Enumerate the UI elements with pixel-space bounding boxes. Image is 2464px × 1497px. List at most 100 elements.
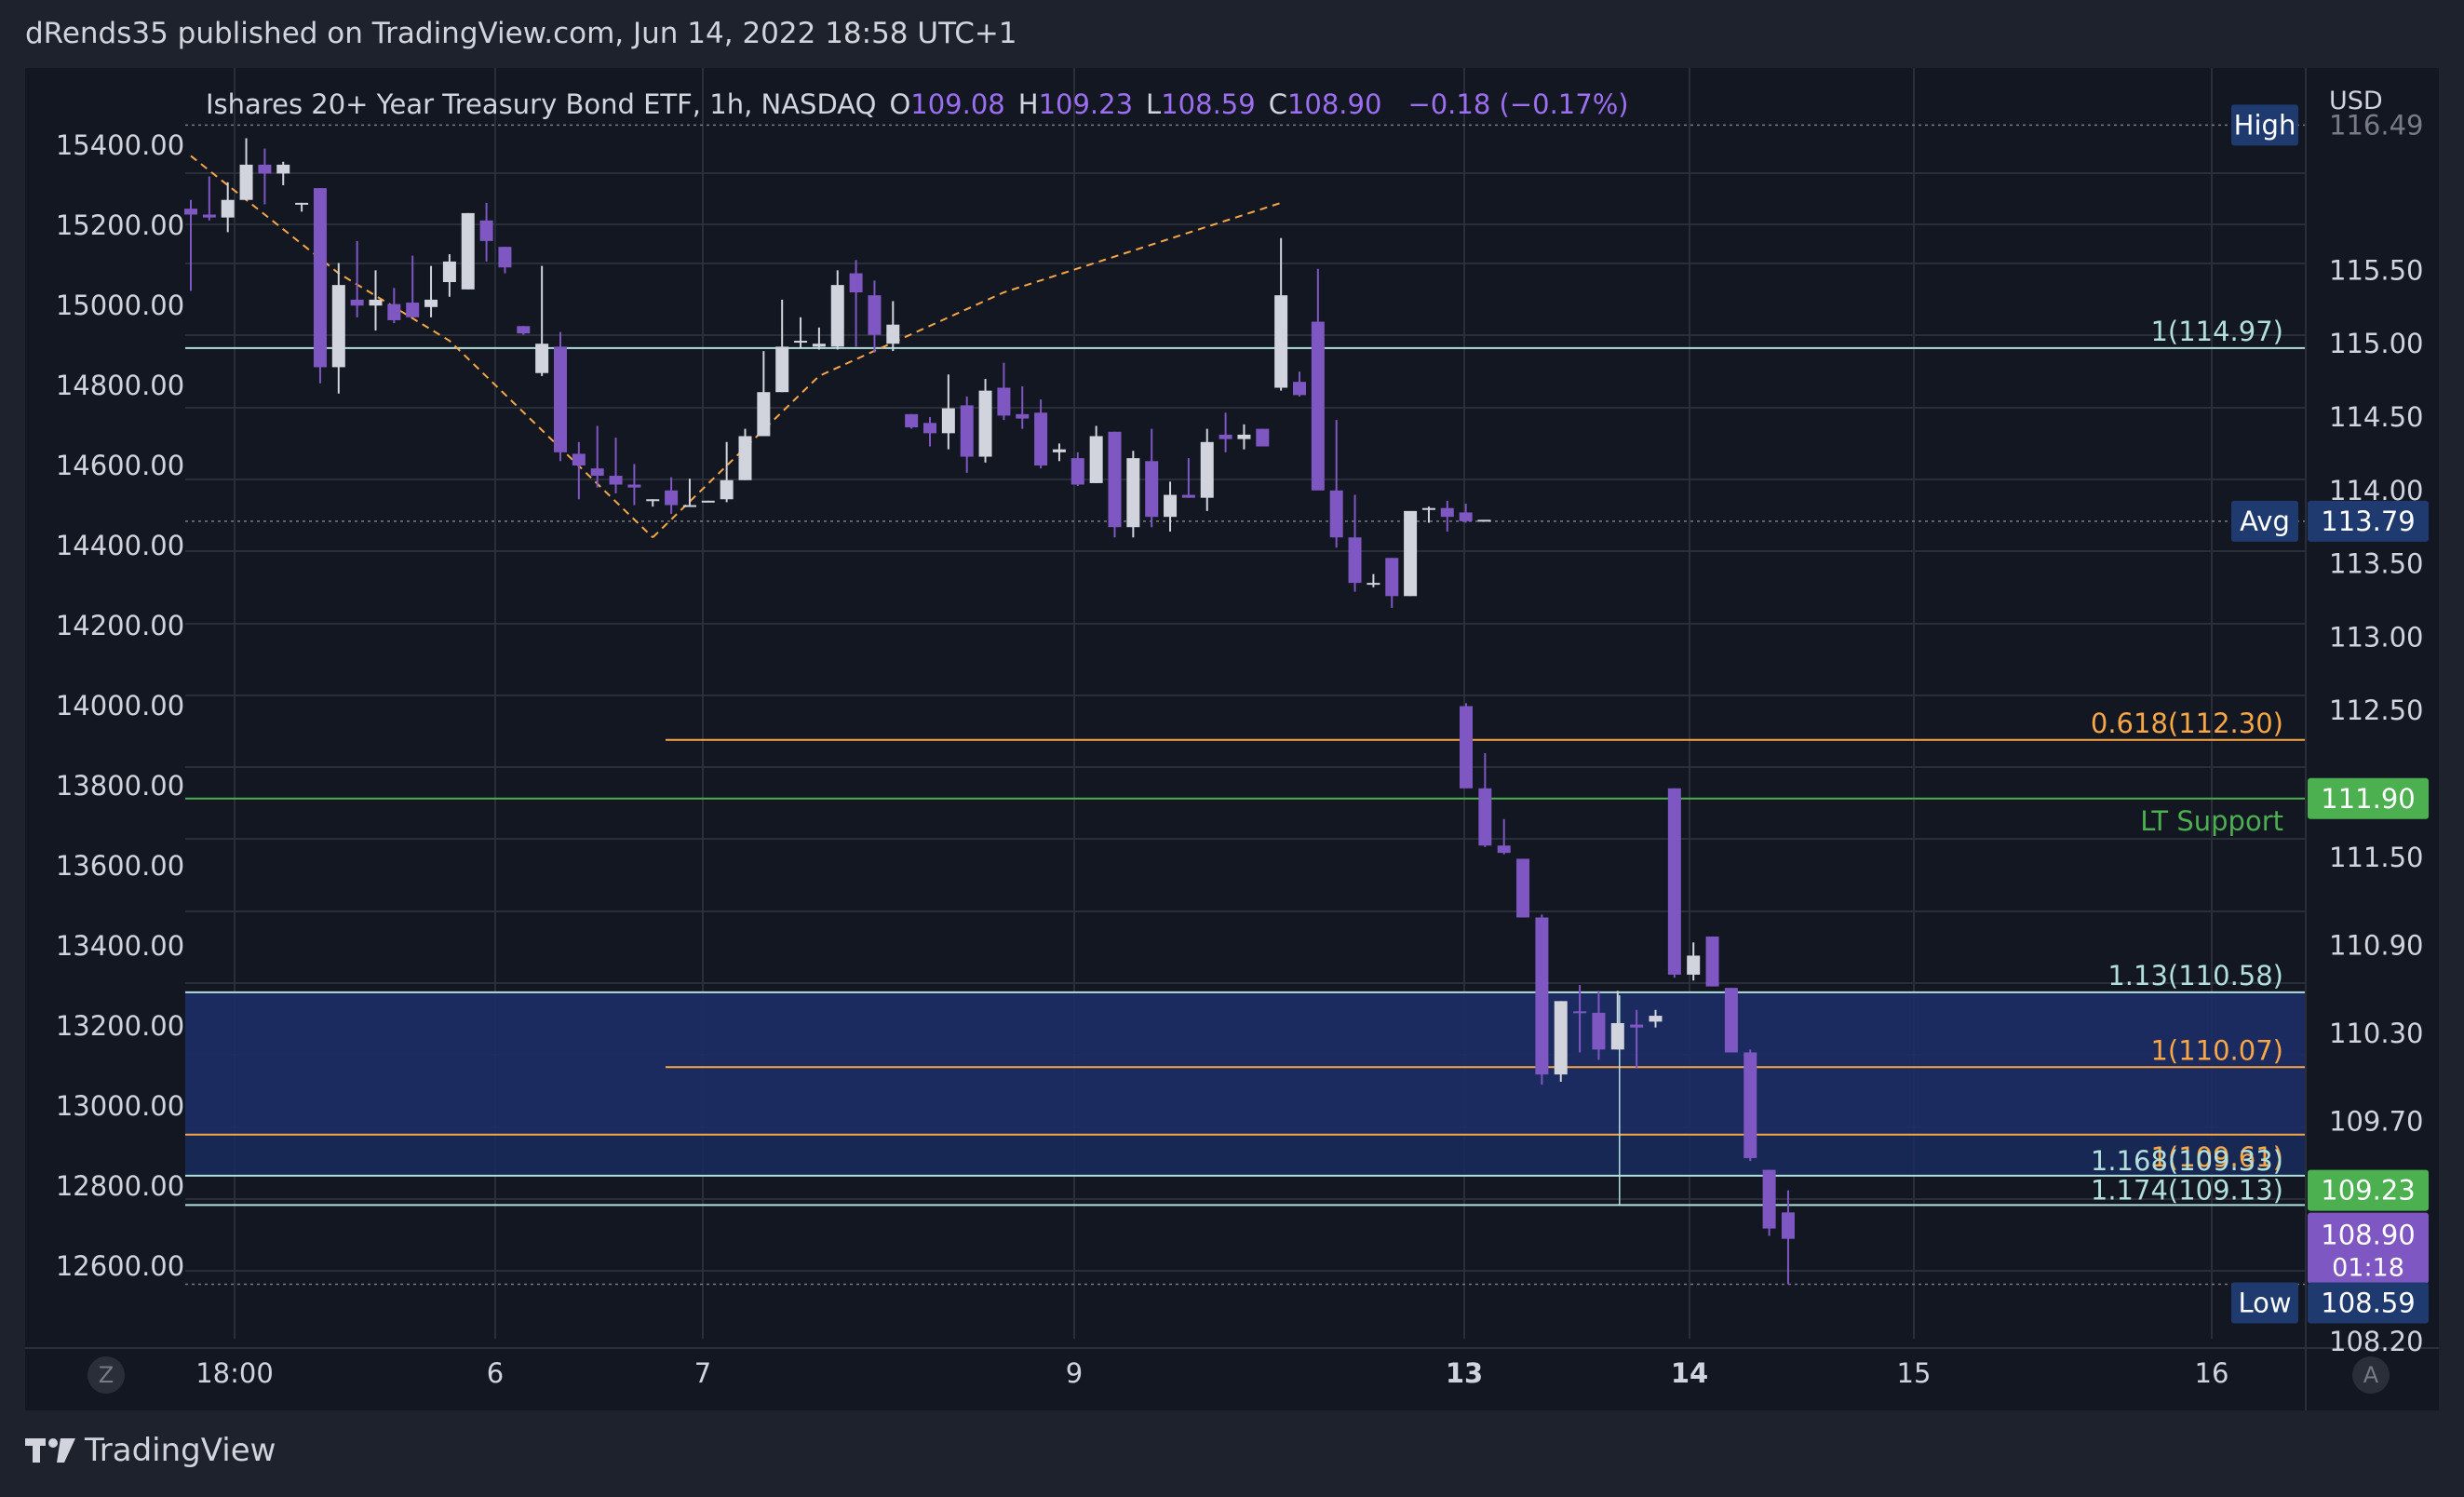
candle-body-22 (590, 468, 604, 477)
candle-body-68 (1440, 507, 1454, 518)
candle-body-82 (1667, 788, 1681, 975)
legend-open-label: O (889, 88, 911, 120)
level-label-7: 1.174(109.13) (2091, 1174, 2283, 1206)
candle-body-59 (1274, 295, 1288, 388)
left-tick-13: 12800.00 (56, 1170, 184, 1202)
candle-body-23 (609, 476, 623, 485)
candle-body-40 (923, 423, 936, 434)
candle-body-80 (1630, 1024, 1644, 1028)
left-tick-1: 15200.00 (56, 209, 184, 241)
level-label-3: 1.13(110.58) (2107, 960, 2283, 991)
right-tick-2: 114.50 (2329, 401, 2423, 433)
candle-body-87 (1762, 1169, 1776, 1229)
candle-body-4 (258, 164, 272, 174)
badge-countdown: 01:18 (2332, 1254, 2404, 1283)
candle-body-26 (665, 490, 679, 506)
candle-body-1 (202, 214, 216, 218)
candle-body-88 (1781, 1212, 1795, 1239)
candle-body-79 (1610, 1022, 1624, 1050)
candle-body-46 (1034, 412, 1048, 466)
candle-body-53 (1164, 494, 1178, 518)
candle-body-49 (1089, 436, 1103, 483)
candle-body-42 (960, 405, 974, 457)
candle-body-14 (442, 261, 456, 282)
level-label-5: 1(109.61) (2150, 1141, 2283, 1173)
candle-body-34 (812, 344, 826, 347)
x-label-2: 7 (694, 1357, 711, 1389)
candle-body-55 (1200, 441, 1214, 498)
candle-body-35 (830, 285, 844, 347)
chart-container[interactable]: 1(114.97) 0.618(112.30) LT Support 1.13(110… (25, 68, 2439, 1410)
candle-body-30 (738, 436, 752, 480)
axis-currency: USD (2329, 87, 2383, 115)
candle-body-19 (535, 344, 549, 373)
candle-body-62 (1329, 490, 1343, 538)
badge-avg-value-bg (2308, 500, 2429, 542)
candle-body-6 (295, 202, 309, 205)
badge-high-label-bg (2231, 104, 2298, 146)
fib-zone-upper (185, 991, 2306, 1135)
right-tick-6: 112.50 (2329, 695, 2423, 726)
right-tick-5: 113.00 (2329, 621, 2423, 653)
tradingview-brand[interactable]: TradingView (25, 1432, 276, 1469)
candle-body-43 (978, 390, 992, 457)
candle-body-25 (646, 499, 660, 502)
left-tick-11: 13200.00 (56, 1010, 184, 1042)
x-label-4: 13 (1446, 1357, 1483, 1389)
candle-body-77 (1573, 1011, 1587, 1014)
left-tick-3: 14800.00 (56, 370, 184, 401)
candle-body-71 (1460, 706, 1473, 789)
right-tick-8: 110.90 (2329, 929, 2423, 961)
candle-body-66 (1404, 510, 1418, 597)
candle-body-85 (1724, 988, 1738, 1053)
candle-body-31 (757, 392, 771, 437)
badge-low-value: 108.59 (2321, 1288, 2415, 1319)
candle-body-52 (1145, 461, 1159, 518)
candle-body-20 (554, 346, 567, 452)
candle-body-37 (868, 295, 882, 335)
left-tick-8: 13800.00 (56, 770, 184, 802)
candle-body-78 (1592, 1012, 1606, 1050)
candle-body-24 (627, 484, 641, 488)
footer-brand-label: TradingView (85, 1432, 276, 1469)
legend-close: 108.90 (1286, 88, 1382, 120)
candle-body-83 (1687, 955, 1701, 975)
fib-zone-lower (185, 1134, 2306, 1176)
candle-body-57 (1237, 434, 1251, 439)
left-tick-0: 15400.00 (56, 129, 184, 161)
candle-body-67 (1421, 507, 1435, 510)
legend-high-label: H (1017, 88, 1039, 120)
candle-body-86 (1744, 1052, 1757, 1158)
candle-body-74 (1516, 858, 1530, 918)
left-tick-4: 14600.00 (56, 450, 184, 481)
left-tick-2: 15000.00 (56, 290, 184, 321)
legend-symbol: Ishares 20+ Year Treasury Bond ETF, 1h, … (206, 88, 877, 120)
candle-body-72 (1478, 788, 1492, 846)
candle-body-38 (886, 324, 900, 344)
badge-avg-value: 113.79 (2321, 506, 2415, 537)
auto-scale-a-button[interactable]: A (2352, 1356, 2390, 1394)
candle-body-10 (369, 299, 383, 306)
auto-zoom-z-button[interactable]: Z (88, 1356, 125, 1394)
publisher-header: dRends35 published on TradingView.com, J… (25, 17, 1017, 50)
candle-body-75 (1535, 917, 1549, 1075)
candle-body-29 (720, 479, 734, 500)
badge-support-value: 111.90 (2321, 783, 2415, 815)
right-tick-11: 108.20 (2329, 1326, 2423, 1357)
candle-body-0 (184, 209, 197, 215)
candle-body-50 (1108, 431, 1122, 528)
candle-body-73 (1497, 845, 1511, 854)
right-tick-4: 113.50 (2329, 548, 2423, 580)
candle-body-58 (1256, 428, 1270, 447)
candlestick-chart[interactable]: 1(114.97) 0.618(112.30) LT Support 1.13(110… (25, 68, 2439, 1410)
candle-body-15 (461, 212, 475, 290)
candle-body-33 (794, 341, 808, 344)
candle-body-9 (350, 299, 364, 306)
left-tick-9: 13600.00 (56, 850, 184, 882)
badge-marker-value-bg (2308, 1169, 2429, 1211)
candle-body-7 (313, 188, 327, 368)
candle-body-65 (1385, 558, 1399, 597)
candle-body-8 (331, 285, 345, 368)
left-tick-12: 13000.00 (56, 1090, 184, 1122)
legend-low-label: L (1146, 88, 1162, 120)
